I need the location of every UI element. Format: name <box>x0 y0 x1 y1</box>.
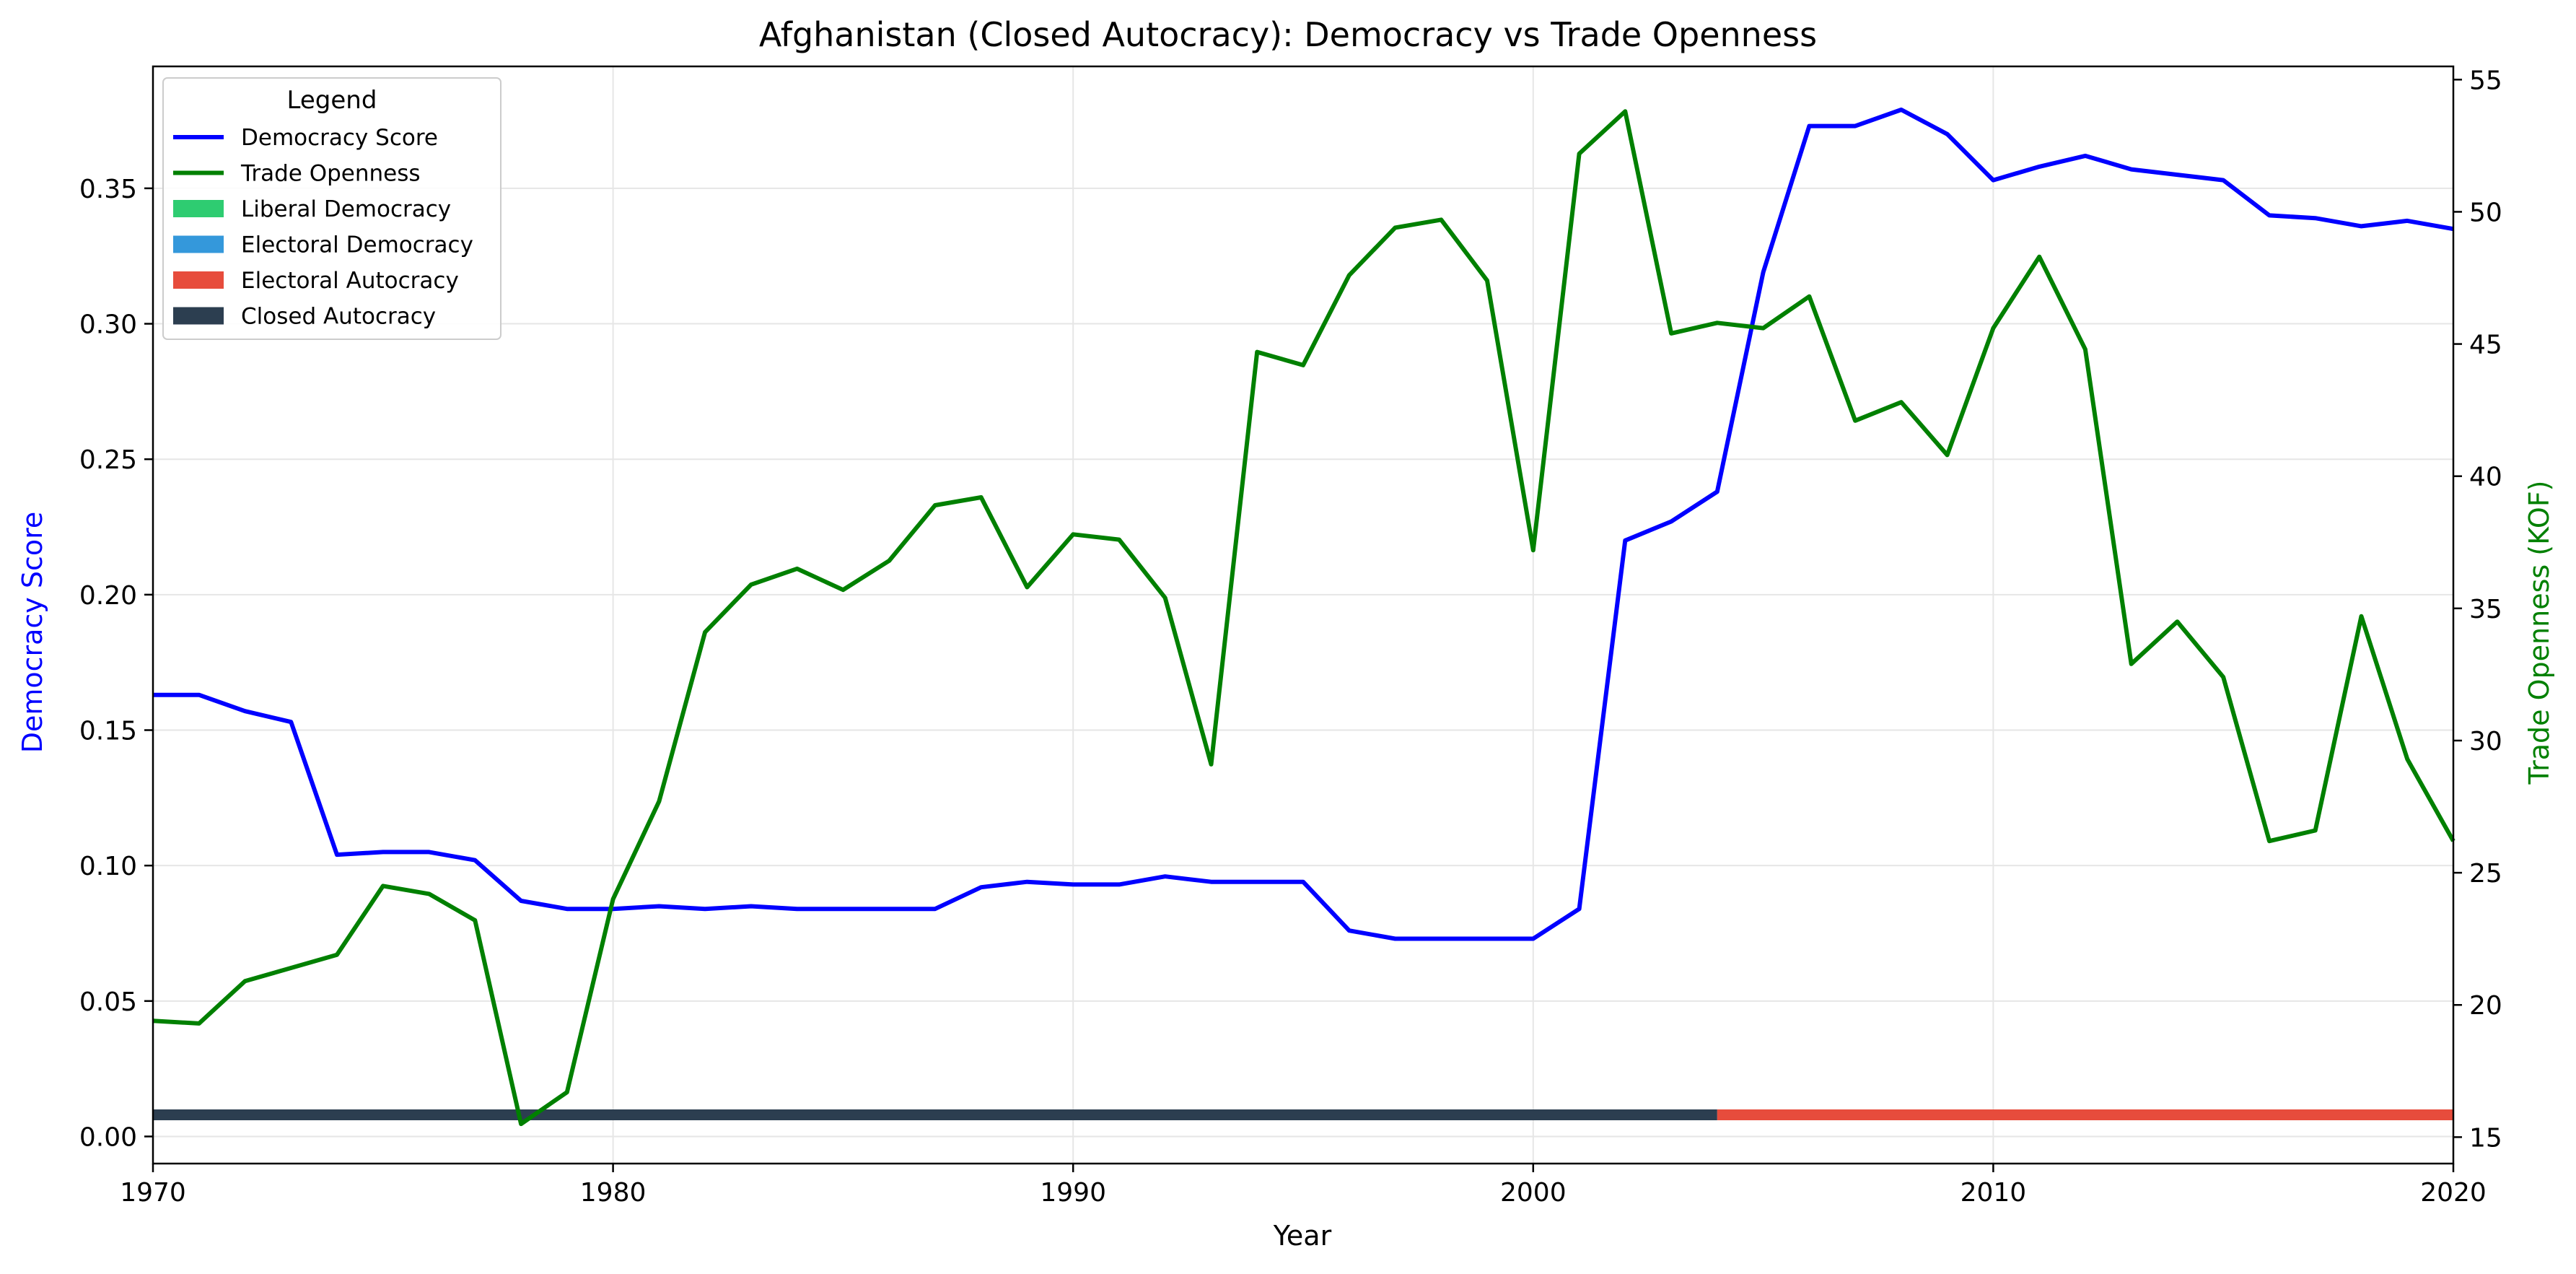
x-tick-label: 1980 <box>580 1178 647 1208</box>
x-axis-ticks: 1970 1980 1990 2000 2010 2020 <box>120 1164 2487 1208</box>
grid <box>153 66 2453 1164</box>
plot-frame <box>152 65 2455 1165</box>
y-right-tick-label: 20 <box>2469 991 2502 1021</box>
legend-entry-label: Closed Autocracy <box>241 304 436 330</box>
y-right-axis-ticks: 15 20 25 30 35 40 45 50 55 <box>2453 66 2502 1153</box>
y-left-tick-label: 0.35 <box>79 175 137 204</box>
y-left-tick-label: 0.25 <box>79 445 137 475</box>
legend-entry-label: Electoral Autocracy <box>241 268 459 294</box>
legend-entry-label: Democracy Score <box>241 125 438 151</box>
legend-patch-swatch <box>173 271 224 289</box>
x-tick-label: 2020 <box>2420 1178 2487 1208</box>
trade-openness-line <box>152 109 2455 1127</box>
y-right-tick-label: 45 <box>2469 331 2502 360</box>
y-right-tick-label: 40 <box>2469 463 2502 492</box>
series-lines <box>152 108 2455 1127</box>
x-tick-label: 1990 <box>1040 1178 1106 1208</box>
legend-box <box>162 77 501 340</box>
x-tick-label: 1970 <box>120 1178 186 1208</box>
x-axis-label: Year <box>1273 1220 1332 1252</box>
y-left-tick-label: 0.20 <box>79 581 137 611</box>
y-left-tick-label: 0.00 <box>79 1122 137 1152</box>
democracy-score-line <box>153 108 2454 941</box>
x-tick-label: 2000 <box>1500 1178 1567 1208</box>
legend-entry-label: Electoral Democracy <box>241 232 473 258</box>
legend-title: Legend <box>287 86 377 115</box>
y-right-tick-label: 55 <box>2469 66 2502 95</box>
legend-patch-swatch <box>173 235 224 253</box>
y-left-tick-label: 0.05 <box>79 987 137 1017</box>
y-right-tick-label: 35 <box>2469 595 2502 624</box>
y-left-axis-label: Democracy Score <box>17 512 48 754</box>
x-tick-label: 2010 <box>1961 1178 2027 1208</box>
y-right-tick-label: 50 <box>2469 198 2502 227</box>
y-right-tick-label: 15 <box>2469 1123 2502 1153</box>
legend-patch-swatch <box>173 200 224 217</box>
y-left-tick-label: 0.15 <box>79 717 137 746</box>
legend-entry-label: Trade Openness <box>240 161 421 187</box>
legend: Legend Democracy Score Trade Openness Liber… <box>162 77 501 340</box>
y-left-tick-label: 0.30 <box>79 310 137 340</box>
y-left-tick-label: 0.10 <box>79 852 137 881</box>
y-right-axis-label: Trade Openness (KOF) <box>2523 480 2555 785</box>
chart-title: Afghanistan (Closed Autocracy): Democrac… <box>759 15 1817 54</box>
legend-patch-swatch <box>173 307 224 325</box>
y-right-tick-label: 30 <box>2469 727 2502 756</box>
y-left-axis-ticks: 0.00 0.05 0.10 0.15 0.20 0.25 0.30 0.35 <box>79 175 153 1152</box>
y-right-tick-label: 25 <box>2469 859 2502 889</box>
legend-entry-label: Liberal Democracy <box>241 196 451 222</box>
